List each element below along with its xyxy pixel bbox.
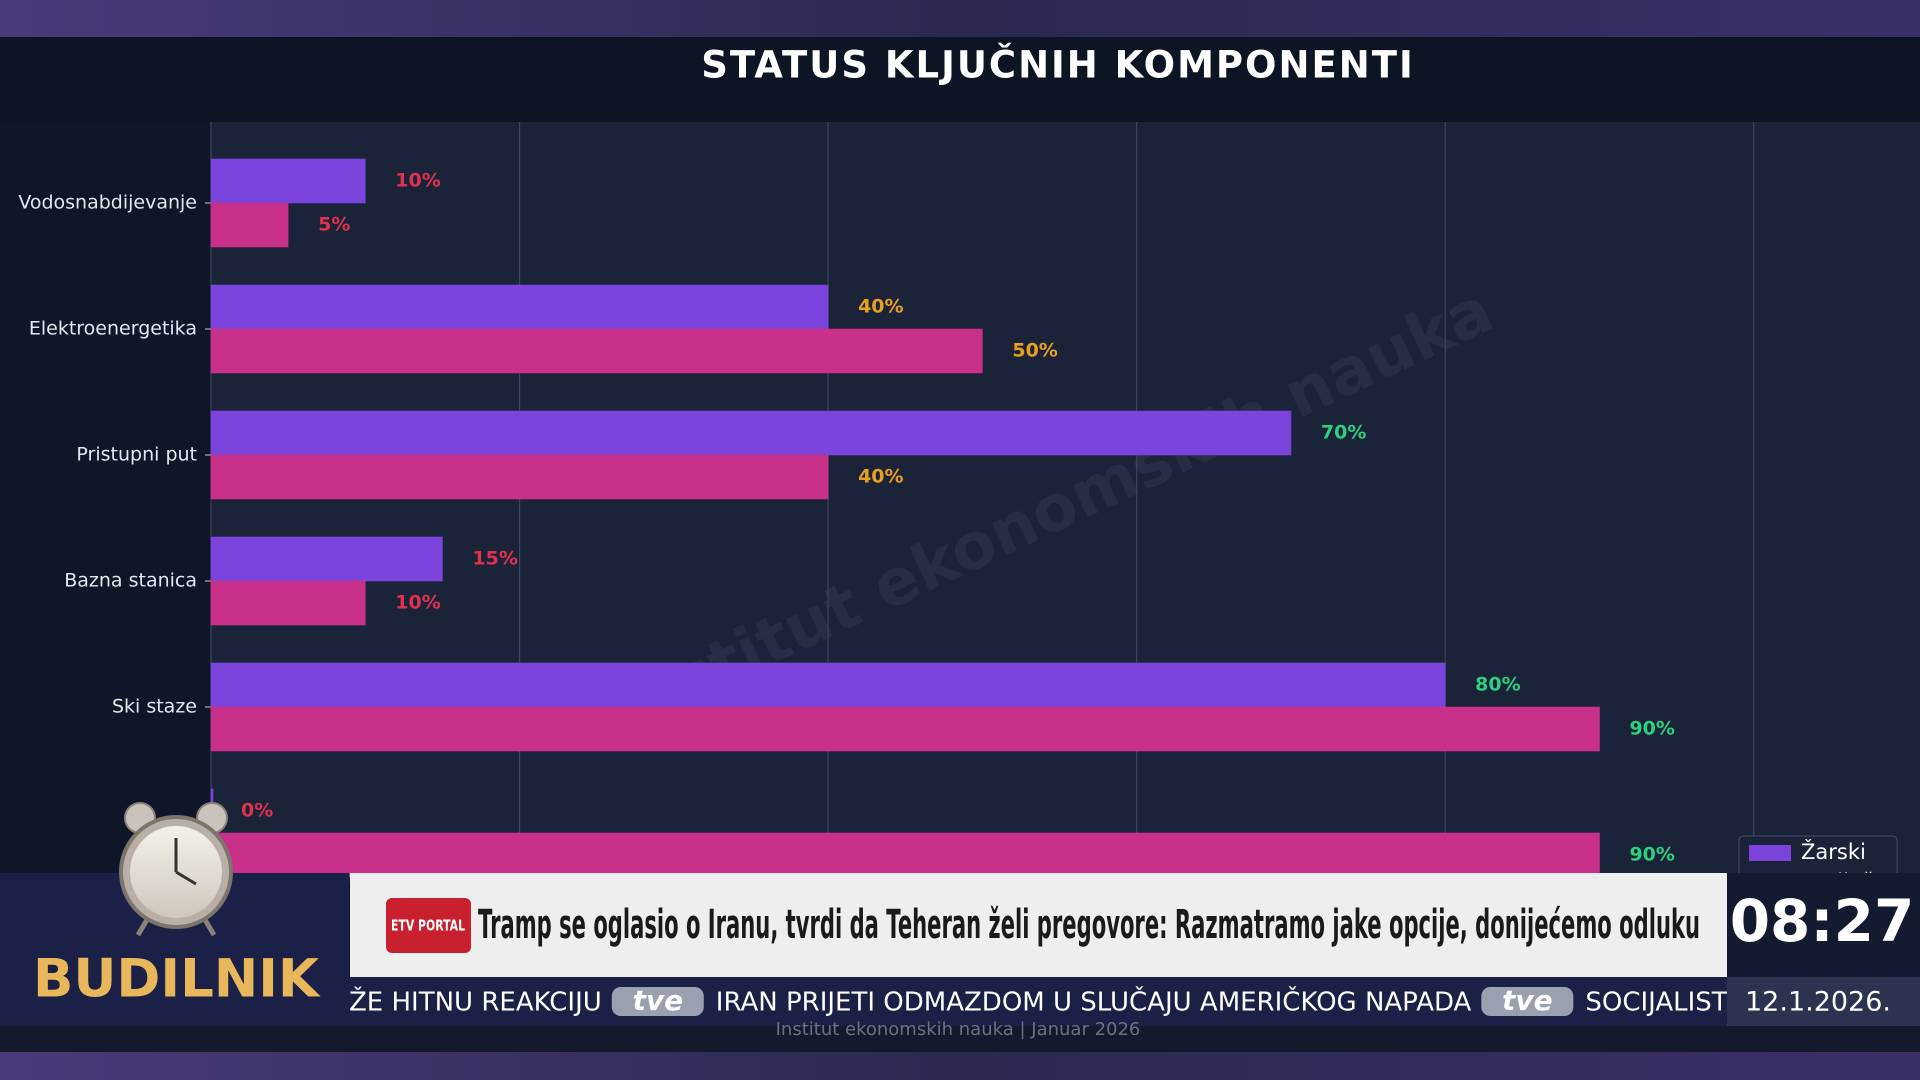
portal-badge <box>386 898 471 953</box>
plot-area <box>211 122 1920 882</box>
ticker-logo-text: tve <box>632 984 683 1017</box>
bar <box>210 662 1446 708</box>
bar <box>210 328 983 374</box>
bar <box>210 284 829 330</box>
y-tick-label: Bazna stanica <box>64 570 197 592</box>
value-label: 0% <box>241 800 273 822</box>
show-name: BUDILNIK <box>33 949 321 1010</box>
bottom-purple-band <box>0 1052 1920 1080</box>
time-box <box>1727 873 1920 977</box>
alarm-clock-icon <box>119 802 233 937</box>
date: 12.1.2026. <box>1745 987 1891 1018</box>
ticker-item: ŽE HITNU REAKCIJU <box>349 986 602 1018</box>
value-label: 10% <box>395 170 440 192</box>
ticker-logo <box>611 987 704 1016</box>
title-band <box>0 37 1920 122</box>
value-label: 50% <box>1012 340 1057 362</box>
ticker-logo <box>1481 987 1574 1016</box>
bar <box>210 536 443 582</box>
ticker-item: IRAN PRIJETI ODMAZDOM U SLUČAJU AMERIČKO… <box>716 986 1472 1018</box>
broadcast-overlay: BUDILNIK ETV PORTAL Tramp se oglasio o I… <box>0 802 1920 1080</box>
y-tick-label: Ski staze <box>112 696 197 718</box>
value-label: 70% <box>1321 422 1366 444</box>
bar <box>210 580 366 626</box>
legend-swatch <box>1749 845 1791 861</box>
bar <box>210 832 1600 878</box>
y-tick-label: Elektroenergetika <box>29 318 197 340</box>
bar <box>210 202 289 248</box>
ticker: ŽE HITNU REAKCIJU tve IRAN PRIJETI ODMAZDO… <box>349 984 1763 1018</box>
value-label: 90% <box>1629 844 1674 866</box>
y-tick-label: Vodosnabdijevanje <box>18 192 197 214</box>
value-label: 5% <box>318 214 350 236</box>
value-label: 90% <box>1629 718 1674 740</box>
bar <box>210 158 366 204</box>
time: 08:27 <box>1730 887 1915 955</box>
chart-title: STATUS KLJUČNIH KOMPONENTI <box>701 43 1414 87</box>
ticker-item: SOCIJALISTI N <box>1585 988 1763 1018</box>
bar <box>210 454 829 500</box>
chart-source: Institut ekonomskih nauka | Januar 2026 <box>776 1019 1141 1040</box>
value-label: 40% <box>858 296 903 318</box>
bar <box>210 410 1292 456</box>
date-box <box>1727 977 1920 1026</box>
top-band <box>0 0 1920 37</box>
headline-box <box>350 873 1727 977</box>
headline: Tramp se oglasio o Iranu, tvrdi da Teher… <box>478 902 1700 948</box>
value-label: 10% <box>395 592 440 614</box>
value-label: 40% <box>858 466 903 488</box>
legend-label: Žarski <box>1801 839 1866 864</box>
portal-badge-text: ETV PORTAL <box>391 917 465 935</box>
bar <box>210 706 1600 752</box>
value-label: 15% <box>472 548 517 570</box>
y-tick-label: Pristupni put <box>76 444 197 466</box>
value-label: 80% <box>1475 674 1520 696</box>
ticker-logo-text: tve <box>1502 984 1553 1017</box>
